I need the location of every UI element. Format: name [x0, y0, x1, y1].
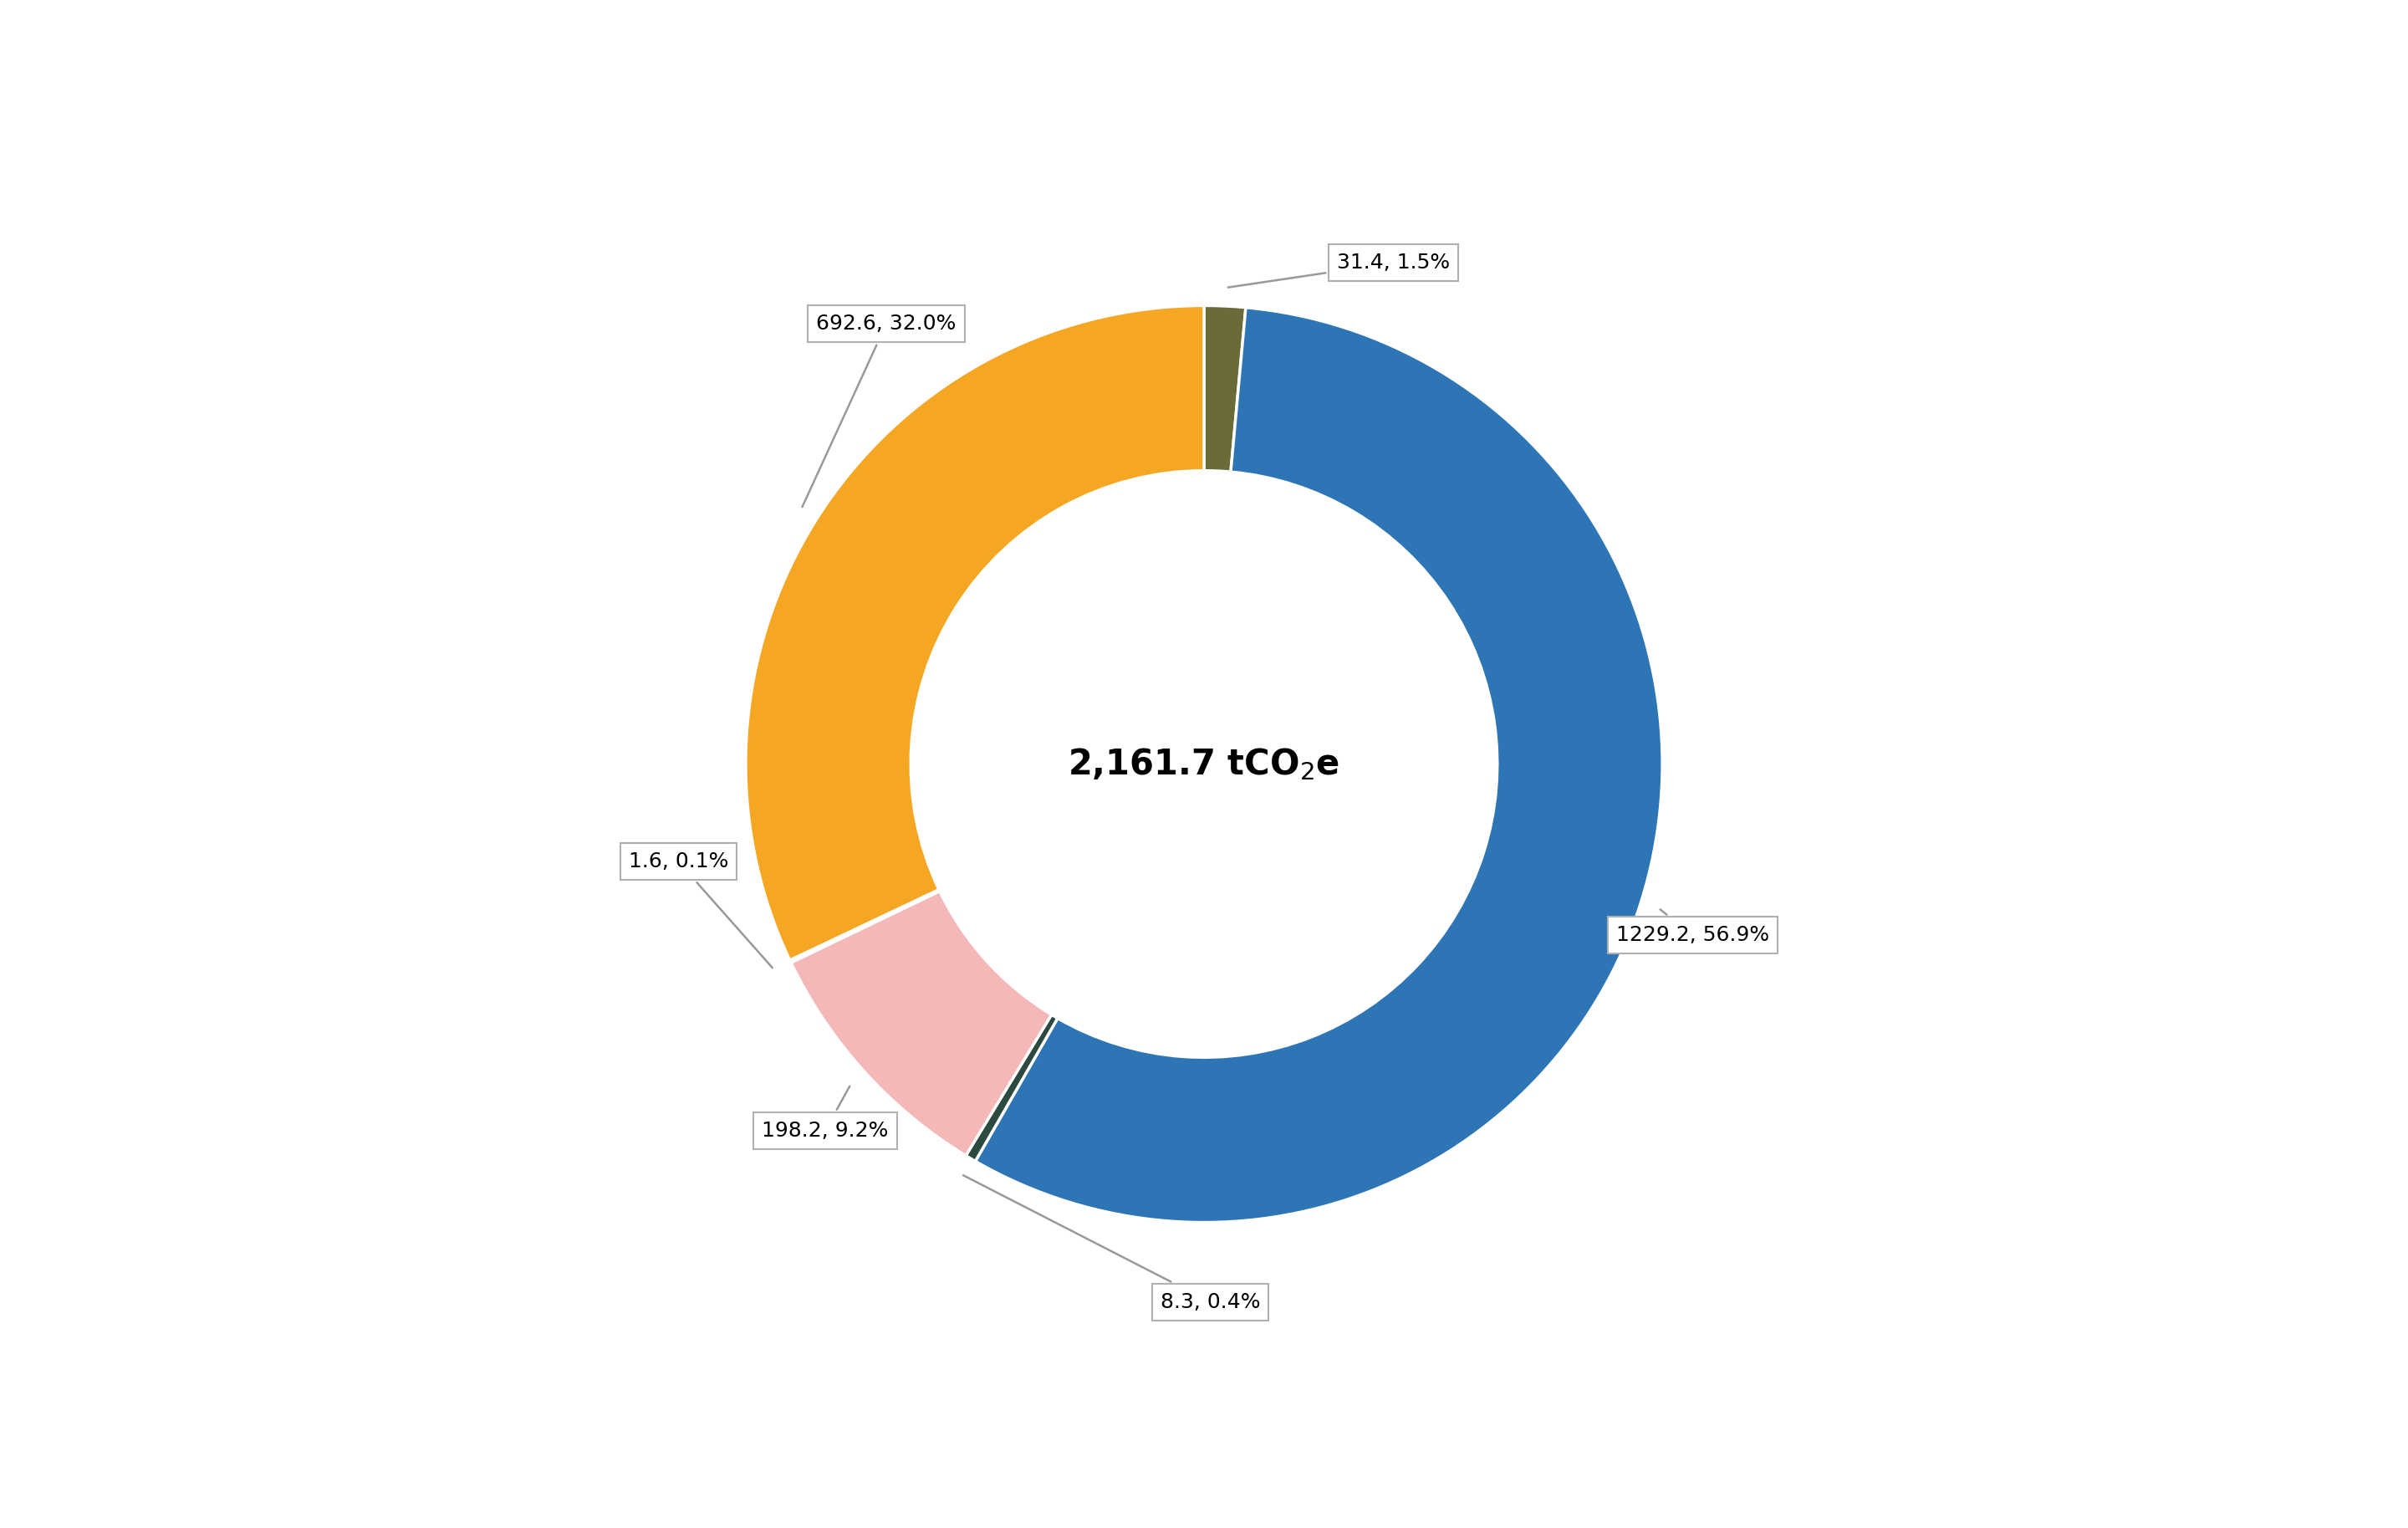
Text: 198.2, 9.2%: 198.2, 9.2% — [761, 1086, 889, 1141]
Wedge shape — [746, 306, 1204, 960]
Wedge shape — [790, 891, 1052, 1155]
Text: 8.3, 0.4%: 8.3, 0.4% — [963, 1175, 1259, 1313]
Text: 2,161.7 tCO$_2$e: 2,161.7 tCO$_2$e — [1069, 746, 1339, 782]
Wedge shape — [790, 889, 939, 961]
Text: 31.4, 1.5%: 31.4, 1.5% — [1228, 252, 1450, 287]
Text: 1229.2, 56.9%: 1229.2, 56.9% — [1616, 909, 1770, 946]
Wedge shape — [975, 307, 1662, 1222]
Wedge shape — [966, 1015, 1057, 1161]
Wedge shape — [1204, 306, 1245, 472]
Wedge shape — [790, 889, 939, 963]
Text: 1.6, 0.1%: 1.6, 0.1% — [628, 851, 773, 967]
Text: 692.6, 32.0%: 692.6, 32.0% — [802, 313, 956, 507]
